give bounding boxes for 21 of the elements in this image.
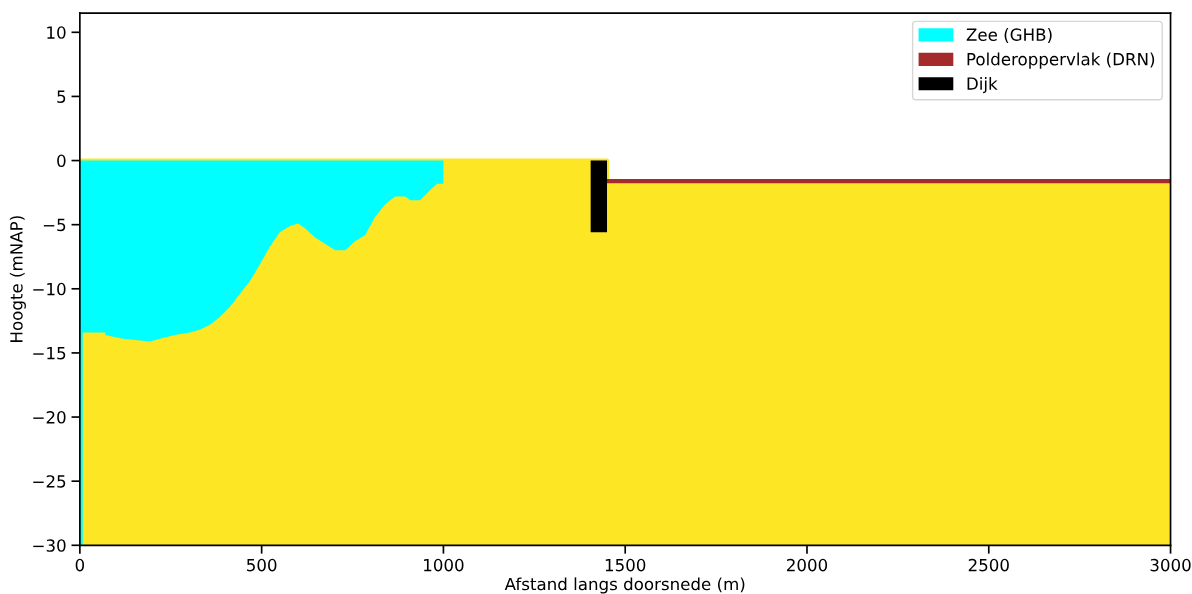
- y-axis-title: Hoogte (mNAP): [9, 216, 26, 342]
- legend-label: Zee (GHB): [966, 28, 1052, 43]
- y-tick-label: −25: [33, 475, 66, 488]
- y-tick-label: −20: [33, 411, 66, 424]
- y-tick-label: 5: [57, 90, 66, 103]
- x-tick-label: 2000: [787, 558, 828, 572]
- y-tick-label: 10: [47, 26, 66, 39]
- x-axis-title: Afstand langs doorsnede (m): [504, 577, 745, 594]
- y-tick-label: −10: [33, 282, 66, 296]
- y-tick-label: −5: [43, 218, 66, 232]
- legend-label: Polderoppervlak (DRN): [967, 52, 1155, 69]
- y-tick-label: 0: [57, 154, 66, 168]
- legend-label: Dijk: [967, 77, 998, 94]
- x-tick-label: 1000: [424, 558, 464, 572]
- x-tick-label: 3000: [1150, 558, 1191, 572]
- x-tick-label: 0: [75, 558, 85, 572]
- y-tick-label: −30: [33, 539, 66, 552]
- x-tick-label: 500: [247, 558, 277, 572]
- x-tick-label: 1500: [605, 558, 646, 572]
- x-tick-label: 2500: [968, 558, 1009, 572]
- y-tick-label: −15: [33, 347, 66, 360]
